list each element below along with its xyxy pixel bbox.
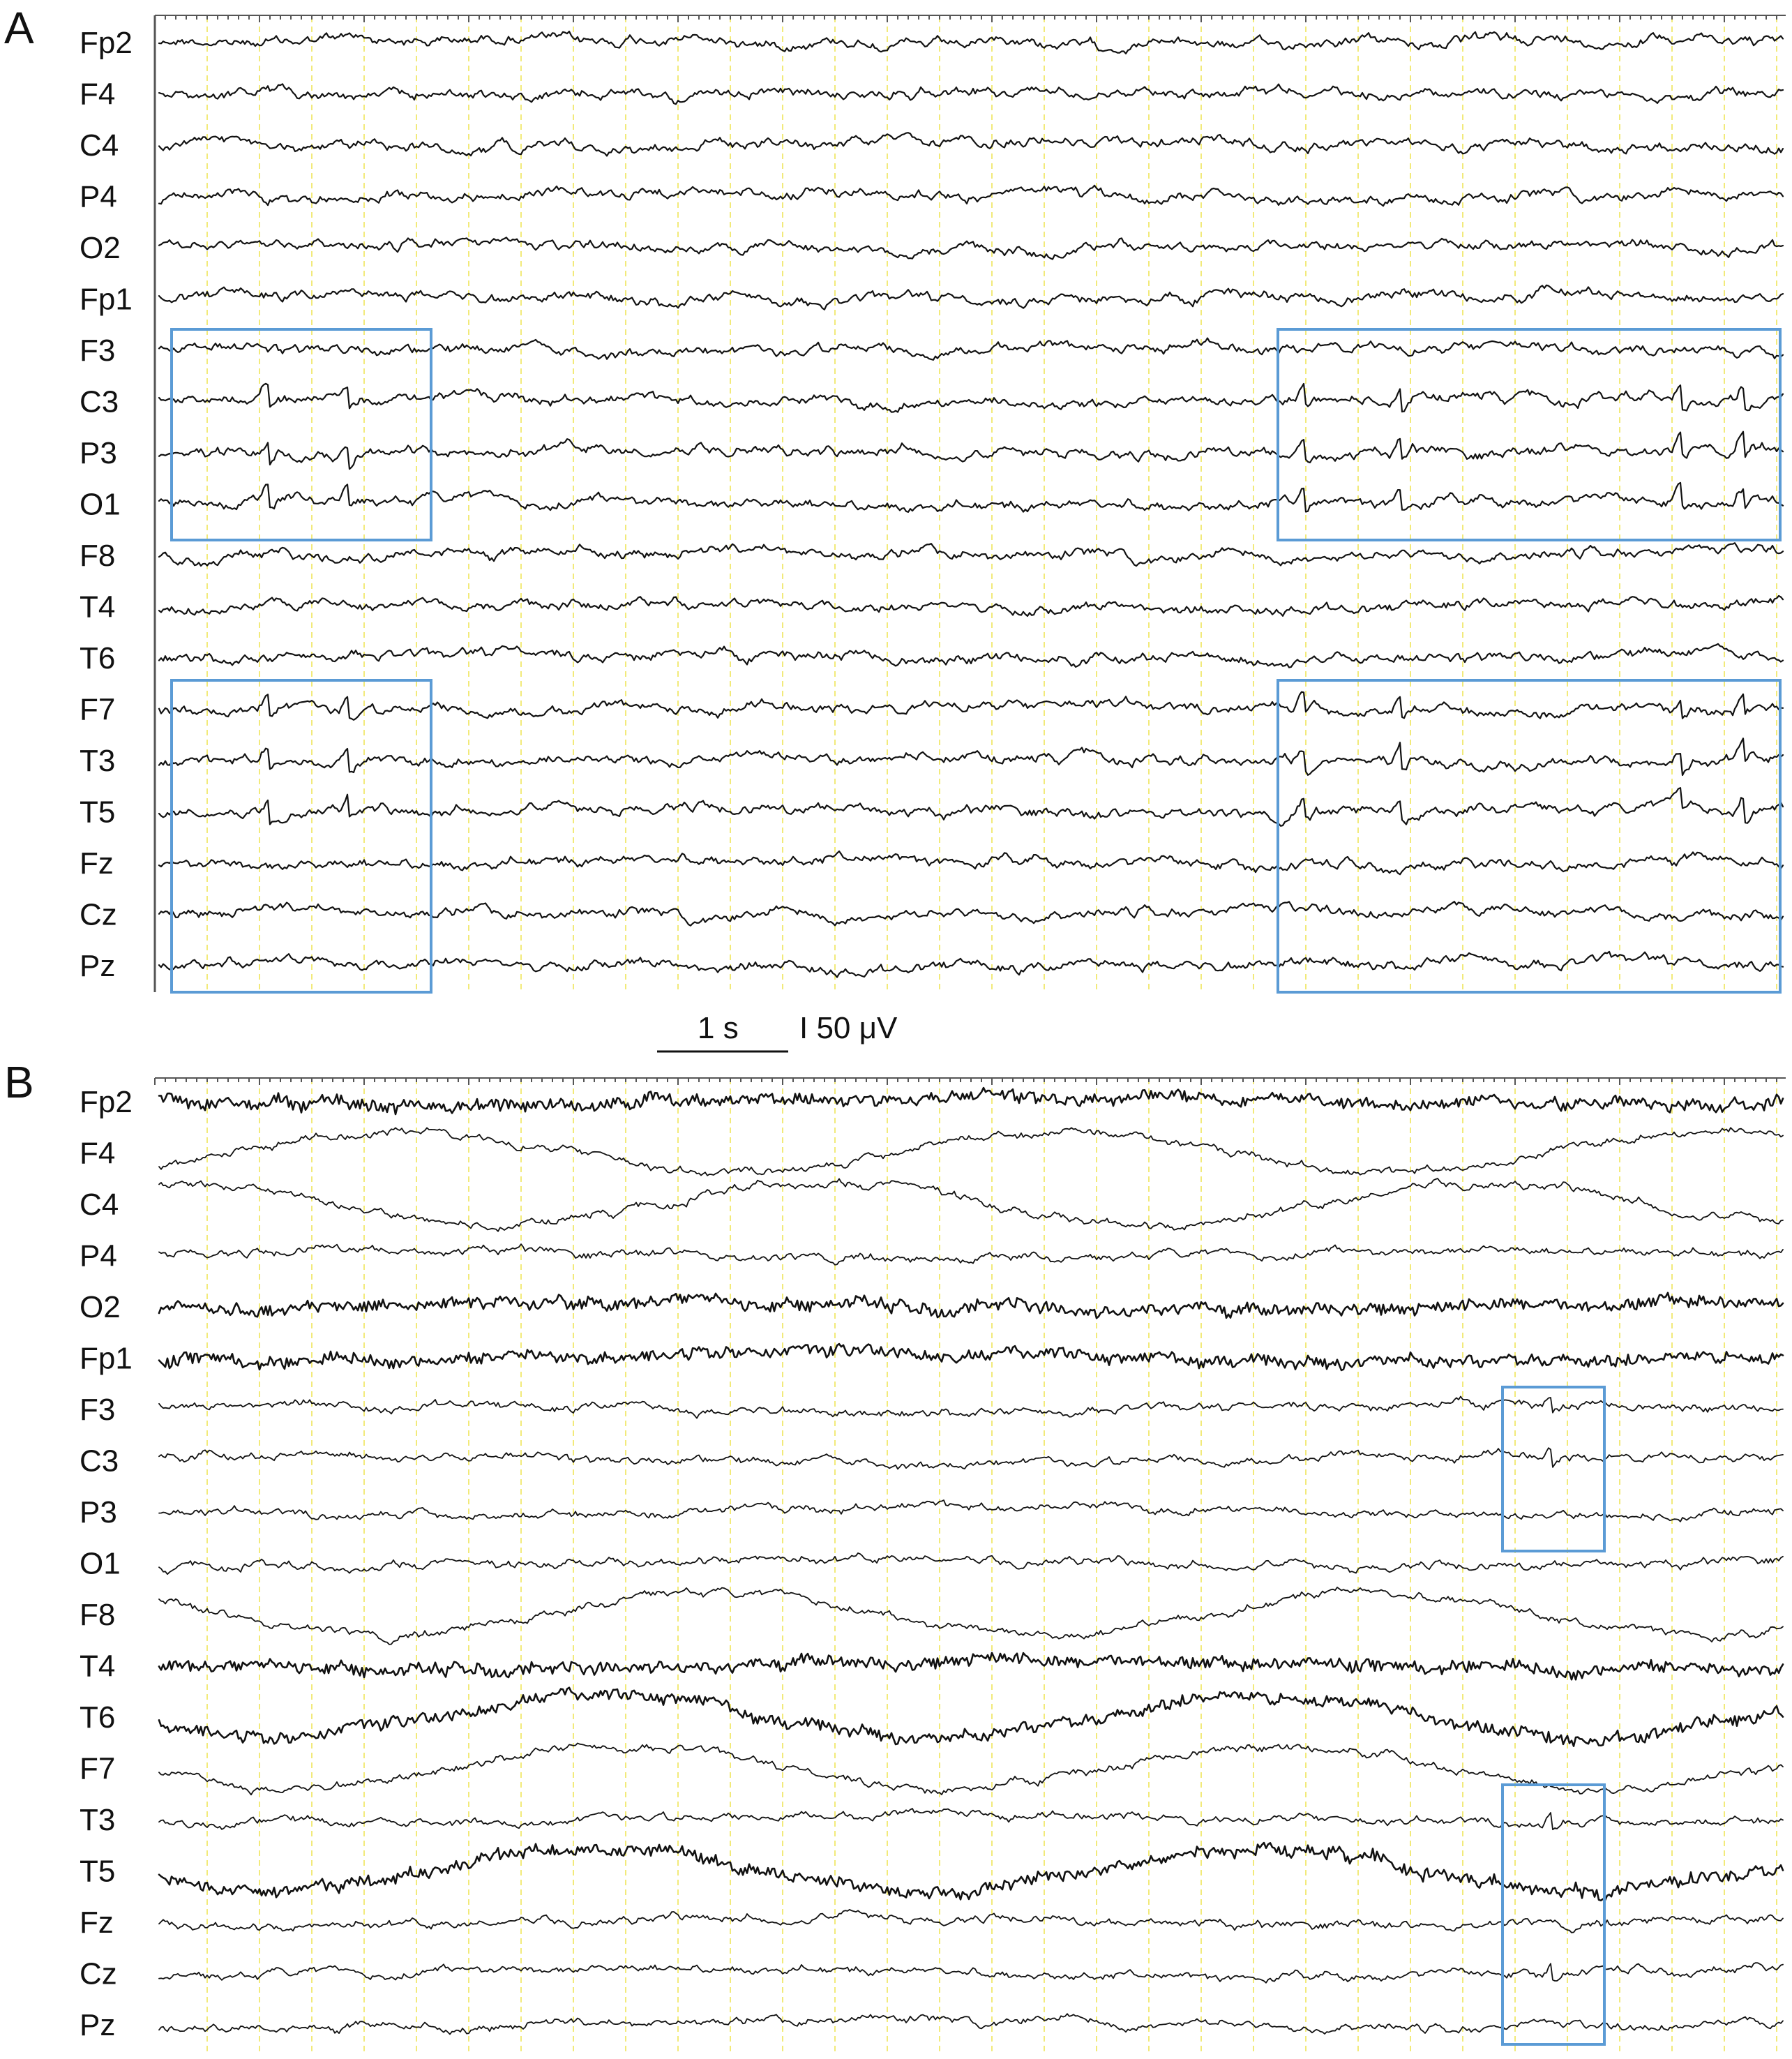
channel-label-f7: F7 <box>80 1752 115 1786</box>
eeg-trace-cz <box>158 901 1784 927</box>
eeg-trace-t3 <box>158 1808 1784 1831</box>
eeg-trace-t4 <box>158 1652 1784 1681</box>
eeg-trace-fp1 <box>158 284 1784 310</box>
channel-label-f4: F4 <box>80 77 115 112</box>
eeg-trace-p3 <box>158 430 1784 470</box>
eeg-trace-f4 <box>158 1127 1784 1176</box>
channel-label-o1: O1 <box>80 1547 121 1581</box>
panel-a-time-grid <box>206 17 1777 992</box>
eeg-trace-fp1 <box>158 1342 1784 1372</box>
eeg-trace-t3 <box>158 738 1784 777</box>
eeg-trace-o1 <box>158 1552 1784 1575</box>
panel-b-traces <box>158 1086 1784 2035</box>
channel-label-t4: T4 <box>80 1649 115 1684</box>
panel-a-channel-labels: Fp2 F4 C4 P4 O2 Fp1 F3 C3 P3 O1 F8 T4 T6 F7 T3 T5 Fz Cz Pz <box>80 26 133 983</box>
channel-label-o2: O2 <box>80 1290 121 1324</box>
channel-label-p3: P3 <box>80 436 117 470</box>
panel-a: A Fp2 F4 C4 P4 O2 Fp1 F3 C3 P3 O1 F8 T4 T6 F7 T3 T5 Fz Cz… <box>4 3 1786 994</box>
channel-label-fp2: Fp2 <box>80 26 133 60</box>
channel-label-fp2: Fp2 <box>80 1085 133 1119</box>
eeg-trace-pz <box>158 2013 1784 2035</box>
panel-b-time-ruler <box>154 1077 1786 1085</box>
panel-b-channel-labels: Fp2 F4 C4 P4 O2 Fp1 F3 C3 P3 O1 F8 T4 T6 F7 T3 T5 Fz Cz Pz <box>80 1085 133 2042</box>
eeg-trace-f8 <box>158 1587 1784 1645</box>
spike-box-b-upper <box>1501 1386 1606 1552</box>
channel-label-t5: T5 <box>80 1855 115 1889</box>
eeg-trace-t5 <box>158 787 1784 827</box>
eeg-trace-o1 <box>158 481 1784 513</box>
eeg-trace-t6 <box>158 643 1784 668</box>
channel-label-t3: T3 <box>80 744 115 778</box>
channel-label-p4: P4 <box>80 1239 117 1273</box>
channel-label-fp1: Fp1 <box>80 283 133 317</box>
channel-label-t3: T3 <box>80 1803 115 1837</box>
channel-label-pz: Pz <box>80 949 115 983</box>
spike-box-b-lower <box>1501 1783 1606 2046</box>
channel-label-o1: O1 <box>80 488 121 522</box>
channel-label-cz: Cz <box>80 898 117 932</box>
eeg-trace-t4 <box>158 594 1784 617</box>
eeg-trace-fp2 <box>158 1086 1784 1116</box>
channel-label-t6: T6 <box>80 1700 115 1735</box>
channel-label-f3: F3 <box>80 334 115 368</box>
panel-a-time-ruler <box>154 15 1786 22</box>
eeg-trace-p4 <box>158 184 1784 207</box>
channel-label-pz: Pz <box>80 2008 115 2042</box>
eeg-trace-f7 <box>158 691 1784 721</box>
panel-a-letter: A <box>4 3 34 53</box>
scale-amplitude-label: I 50 μV <box>799 1011 898 1045</box>
eeg-trace-o2 <box>158 1291 1784 1319</box>
eeg-trace-f7 <box>158 1742 1784 1796</box>
spike-box-a-right-upper <box>1277 328 1782 541</box>
eeg-trace-f3 <box>158 1395 1784 1419</box>
scale-bar: 1 s I 50 μV <box>657 1011 898 1053</box>
channel-label-p3: P3 <box>80 1495 117 1529</box>
eeg-trace-fz <box>158 1909 1784 1933</box>
channel-label-t6: T6 <box>80 641 115 675</box>
eeg-trace-c4 <box>158 1178 1784 1232</box>
channel-label-fp1: Fp1 <box>80 1342 133 1376</box>
eeg-trace-f8 <box>158 542 1784 567</box>
scale-time-label: 1 s <box>698 1011 739 1045</box>
channel-label-t4: T4 <box>80 590 115 624</box>
eeg-trace-p4 <box>158 1243 1784 1266</box>
channel-label-t5: T5 <box>80 795 115 830</box>
channel-label-c4: C4 <box>80 128 119 163</box>
channel-label-c3: C3 <box>80 385 119 419</box>
spike-box-a-right-lower <box>1277 679 1782 994</box>
eeg-trace-o2 <box>158 237 1784 260</box>
eeg-trace-t5 <box>158 1841 1784 1902</box>
eeg-trace-pz <box>158 950 1784 978</box>
eeg-trace-f3 <box>158 337 1784 361</box>
eeg-trace-c4 <box>158 132 1784 157</box>
eeg-trace-cz <box>158 1962 1784 1984</box>
channel-label-c3: C3 <box>80 1444 119 1478</box>
channel-label-f3: F3 <box>80 1393 115 1427</box>
panel-b-time-grid <box>206 1079 1777 2051</box>
channel-label-fz: Fz <box>80 1905 114 1940</box>
channel-label-o2: O2 <box>80 231 121 265</box>
eeg-trace-f4 <box>158 83 1784 105</box>
panel-b-letter: B <box>4 1057 34 1107</box>
spike-box-a-left-lower <box>170 679 432 994</box>
channel-label-p4: P4 <box>80 180 117 214</box>
eeg-trace-t6 <box>158 1686 1784 1747</box>
channel-label-c4: C4 <box>80 1188 119 1222</box>
channel-label-fz: Fz <box>80 846 114 881</box>
panel-a-traces <box>158 30 1784 978</box>
channel-label-f8: F8 <box>80 1598 115 1632</box>
channel-label-cz: Cz <box>80 1957 117 1991</box>
eeg-trace-fp2 <box>158 30 1784 54</box>
panel-b: B Fp2 F4 C4 P4 O2 Fp1 F3 C3 P3 O1 F8 T4 T6 F7 T3 T5 Fz Cz… <box>4 1057 1786 2051</box>
eeg-trace-p3 <box>158 1499 1784 1522</box>
eeg-trace-fz <box>158 850 1784 876</box>
eeg-trace-c3 <box>158 1447 1784 1470</box>
channel-label-f7: F7 <box>80 693 115 727</box>
channel-label-f8: F8 <box>80 539 115 573</box>
spike-box-a-left-upper <box>170 328 432 541</box>
eeg-trace-c3 <box>158 382 1784 413</box>
channel-label-f4: F4 <box>80 1137 115 1171</box>
